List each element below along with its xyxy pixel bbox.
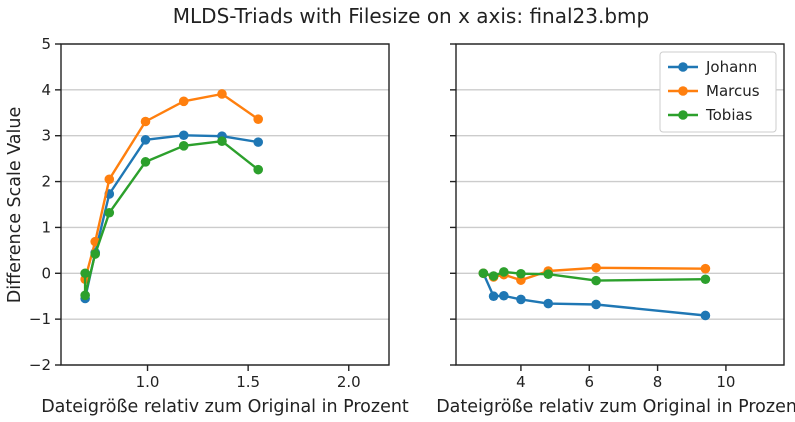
data-point-marcus: [140, 116, 151, 127]
data-point-tobias: [499, 267, 509, 277]
data-point-johann: [178, 130, 189, 141]
y-tick-label: 3: [41, 127, 51, 145]
x-tick-label: 1.5: [236, 373, 260, 391]
data-point-johann: [700, 310, 711, 321]
data-point-johann: [543, 298, 554, 309]
y-tick-label: −1: [29, 310, 51, 328]
data-point-tobias: [488, 271, 499, 281]
y-tick-label: 2: [41, 173, 51, 191]
plot-panel-2: 4 6 8 10 Dateigröße relativ zum Original in …: [436, 43, 795, 417]
data-point-tobias: [178, 141, 189, 151]
legend-marker: [678, 110, 688, 120]
data-point-marcus: [591, 262, 601, 273]
plot-panel-1: −2 −1 0 1 2 3 4 5 1.0 1.5 2.0 Dateigröße relativ zu…: [29, 35, 409, 417]
x-axis-label: Dateigröße relativ zum Original in Proze…: [436, 397, 795, 417]
data-point-tobias: [80, 290, 90, 301]
y-tick-label: −2: [29, 356, 51, 374]
x-tick-label: 4: [516, 373, 526, 391]
x-axis-label: Dateigröße relativ zum Original in Proze…: [41, 397, 409, 417]
y-tick-label: 0: [41, 264, 51, 282]
data-point-marcus: [178, 96, 189, 107]
data-point-johann: [591, 299, 601, 310]
legend-label: Tobias: [705, 106, 753, 124]
data-point-tobias: [591, 275, 601, 286]
x-tick-label: 8: [653, 373, 663, 391]
data-point-tobias: [478, 268, 489, 279]
x-tick-label: 6: [584, 373, 594, 391]
y-tick-label: 4: [41, 81, 51, 99]
data-point-johann: [516, 294, 526, 305]
chart-title: MLDS-Triads with Filesize on x axis: fin…: [173, 4, 649, 28]
y-tick-label: 1: [41, 218, 51, 236]
x-tick-label: 2.0: [337, 373, 361, 391]
data-point-tobias: [253, 164, 264, 175]
data-point-johann: [488, 291, 499, 302]
data-point-marcus: [253, 114, 264, 125]
axes-frame: [60, 43, 390, 366]
data-point-tobias: [140, 157, 151, 167]
axes-frame: [455, 43, 785, 366]
legend-item-marcus: Marcus: [668, 82, 760, 100]
series-line-tobias: [83, 139, 259, 297]
data-point-marcus: [700, 263, 711, 274]
legend-label: Johann: [705, 58, 757, 76]
data-point-tobias: [700, 274, 711, 285]
legend-box: [659, 51, 777, 133]
data-point-marcus: [104, 174, 115, 185]
x-tick-label: 1.0: [136, 373, 160, 391]
data-point-tobias: [90, 249, 101, 259]
data-point-tobias: [80, 268, 90, 279]
data-point-marcus: [217, 89, 227, 99]
legend-marker: [678, 86, 688, 96]
legend-item-tobias: Tobias: [668, 106, 753, 124]
legend-marker: [678, 62, 688, 72]
data-point-tobias: [543, 269, 554, 280]
data-point-tobias: [104, 207, 115, 218]
data-point-tobias: [217, 136, 227, 147]
data-point-tobias: [516, 268, 526, 279]
y-tick-label: 5: [41, 35, 51, 53]
legend-label: Marcus: [706, 82, 760, 100]
y-axis-label: Difference Scale Value: [5, 107, 25, 303]
x-tick-label: 10: [716, 373, 735, 391]
data-point-johann: [253, 137, 264, 147]
series-line-marcus: [83, 92, 259, 280]
data-point-johann: [499, 290, 509, 301]
legend-item-johann: Johann: [668, 58, 757, 76]
data-point-johann: [140, 135, 151, 145]
legend: Johann Marcus Tobias: [659, 51, 777, 133]
